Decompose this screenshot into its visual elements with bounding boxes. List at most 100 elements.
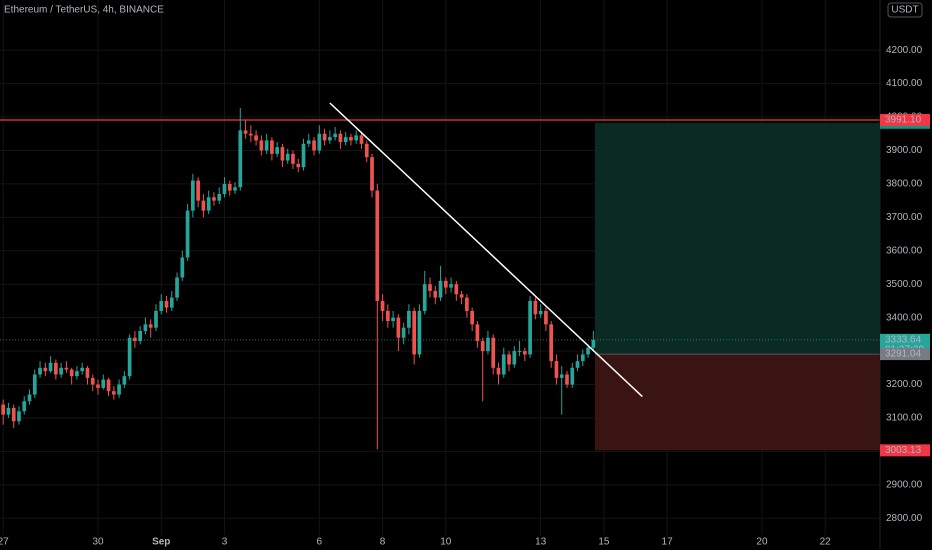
candle-body bbox=[280, 147, 285, 161]
candle-body bbox=[22, 401, 27, 412]
candle-body bbox=[559, 374, 564, 378]
candle-body bbox=[528, 300, 532, 355]
candle-body bbox=[301, 143, 306, 168]
candle-body bbox=[75, 371, 79, 377]
x-tick-label: 20 bbox=[756, 537, 768, 548]
candle-body bbox=[385, 310, 390, 321]
candle-body bbox=[333, 133, 337, 138]
x-tick-label: 13 bbox=[535, 537, 547, 548]
candle-body bbox=[554, 361, 559, 378]
candle-body bbox=[486, 337, 490, 352]
y-tick-label: 4100.00 bbox=[886, 78, 923, 89]
x-tick-label: Sep bbox=[152, 537, 170, 548]
candle-body bbox=[538, 310, 543, 315]
candle-body bbox=[575, 361, 580, 368]
candle-body bbox=[275, 147, 280, 154]
candle-body bbox=[512, 351, 517, 365]
candle-body bbox=[501, 354, 506, 375]
candle-body bbox=[80, 367, 85, 372]
candle-body bbox=[6, 407, 11, 415]
candle-body bbox=[454, 284, 459, 295]
candle-body bbox=[549, 324, 554, 362]
candle-body bbox=[222, 183, 227, 194]
candle-body bbox=[201, 200, 206, 211]
candle-body bbox=[522, 351, 527, 355]
candle-body bbox=[470, 310, 474, 325]
candle-body bbox=[212, 197, 216, 201]
candle-body bbox=[106, 379, 111, 392]
y-tick-label: 3800.00 bbox=[886, 179, 923, 190]
candle-body bbox=[433, 290, 438, 298]
candle-body bbox=[565, 374, 569, 385]
candle-body bbox=[417, 310, 422, 355]
last-price-label: 3333.64 bbox=[885, 334, 922, 345]
candle-body bbox=[127, 337, 132, 377]
candle-body bbox=[349, 137, 353, 141]
candle-body bbox=[180, 257, 185, 278]
candle-body bbox=[43, 367, 48, 372]
candle-body bbox=[291, 153, 295, 164]
candle-body bbox=[117, 384, 121, 395]
candle-body bbox=[322, 133, 327, 141]
candle-body bbox=[185, 210, 190, 258]
trend-line bbox=[329, 102, 643, 398]
candle-body bbox=[507, 354, 511, 365]
candle-body bbox=[312, 140, 316, 151]
loss-zone bbox=[594, 354, 880, 451]
y-tick-label: 3500.00 bbox=[886, 279, 923, 290]
y-tick-label: 3400.00 bbox=[886, 312, 923, 323]
y-tick-label: 3100.00 bbox=[886, 413, 923, 424]
candle-body bbox=[338, 133, 343, 143]
candle-body bbox=[517, 351, 522, 353]
candle-body bbox=[533, 300, 538, 315]
candle-body bbox=[375, 190, 380, 301]
candle-body bbox=[196, 180, 200, 201]
candle-body bbox=[238, 130, 243, 188]
candle-body bbox=[175, 277, 179, 298]
candle-body bbox=[164, 300, 169, 308]
candle-body bbox=[296, 163, 301, 168]
y-tick-label: 4200.00 bbox=[886, 45, 923, 56]
candle-body bbox=[328, 137, 332, 141]
y-tick-label: 3900.00 bbox=[886, 145, 923, 156]
candle-body bbox=[259, 140, 264, 151]
resistance-label-bg bbox=[880, 114, 930, 127]
y-tick-label: 2900.00 bbox=[886, 479, 923, 490]
currency-label: USDT bbox=[891, 5, 918, 16]
candle-body bbox=[480, 341, 485, 352]
candle-body bbox=[32, 374, 37, 395]
candle-body bbox=[64, 367, 69, 370]
candle-body bbox=[27, 394, 32, 402]
candle-body bbox=[90, 377, 95, 385]
candle-body bbox=[544, 310, 548, 325]
candle-body bbox=[133, 337, 137, 342]
candle-body bbox=[401, 327, 406, 338]
y-tick-label: 3200.00 bbox=[886, 379, 923, 390]
candle-body bbox=[122, 376, 127, 385]
candle-body bbox=[391, 317, 395, 321]
candle-body bbox=[317, 133, 322, 151]
candle-body bbox=[580, 354, 585, 362]
candle-body bbox=[270, 140, 274, 154]
candle-body bbox=[396, 317, 401, 338]
candle-body bbox=[59, 367, 63, 375]
candle-body bbox=[11, 407, 16, 422]
candle-body bbox=[354, 135, 359, 141]
candle-body bbox=[217, 193, 222, 201]
chart-title: Ethereum / TetherUS, 4h, BINANCE bbox=[4, 5, 164, 16]
candle-body bbox=[111, 391, 116, 395]
candle-body bbox=[586, 347, 590, 355]
candle-body bbox=[243, 130, 248, 134]
candle-body bbox=[475, 324, 480, 342]
candle-body bbox=[364, 143, 369, 158]
x-tick-label: 27 bbox=[0, 537, 9, 548]
candle-body bbox=[570, 367, 575, 385]
candle-body bbox=[438, 280, 443, 298]
candle-body bbox=[380, 300, 385, 311]
candle-body bbox=[443, 280, 448, 288]
x-tick-label: 17 bbox=[662, 537, 674, 548]
candle-body bbox=[491, 337, 496, 368]
candle-body bbox=[17, 411, 21, 422]
